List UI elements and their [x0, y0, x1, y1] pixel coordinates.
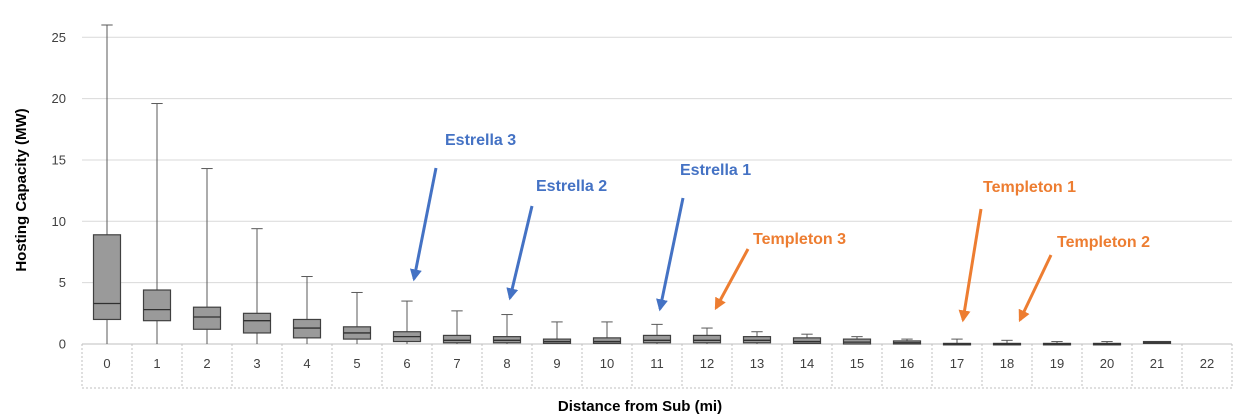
annotation-arrow — [506, 205, 534, 301]
y-tick-label: 0 — [59, 337, 66, 352]
annotation-label: Templeton 1 — [983, 179, 1076, 196]
annotation-estrella-2: Estrella 2 — [506, 178, 607, 301]
y-tick-label: 20 — [52, 91, 66, 106]
box-13 — [742, 331, 772, 344]
x-tick-label: 9 — [553, 356, 560, 371]
x-tick-label: 18 — [1000, 356, 1014, 371]
box-15 — [842, 336, 872, 345]
x-axis-categories: 0 1 2 3 4 5 6 7 8 9 10 11 12 13 14 15 16 17 18 19 20 21 22 — [81, 343, 1233, 389]
box-3 — [242, 228, 272, 344]
annotation-arrow — [714, 248, 750, 311]
box-11 — [642, 323, 672, 344]
x-tick-label: 1 — [153, 356, 160, 371]
x-tick-label: 8 — [503, 356, 510, 371]
annotation-label: Estrella 3 — [445, 132, 516, 149]
x-tick-label: 15 — [850, 356, 864, 371]
box-16 — [892, 338, 922, 345]
box-14 — [792, 333, 822, 344]
box-body — [692, 334, 722, 344]
box-7 — [442, 310, 472, 344]
x-tick-label: 14 — [800, 356, 814, 371]
box-21 — [1142, 340, 1172, 344]
box-body — [792, 337, 822, 344]
box-17 — [942, 338, 972, 346]
annotations: Estrella 3 Estrella 2 Estrella 1 Templeton … — [409, 132, 1150, 323]
x-tick-label: 2 — [203, 356, 210, 371]
y-tick-label: 5 — [59, 275, 66, 290]
box-body — [592, 337, 622, 344]
box-8 — [492, 314, 522, 344]
box-series — [92, 24, 1172, 346]
y-tick-label: 10 — [52, 214, 66, 229]
box-2 — [192, 168, 222, 344]
box-4 — [292, 276, 322, 344]
x-tick-label: 5 — [353, 356, 360, 371]
y-tick-label: 15 — [52, 152, 66, 167]
x-tick-label: 19 — [1050, 356, 1064, 371]
x-tick-label: 7 — [453, 356, 460, 371]
x-tick-label: 13 — [750, 356, 764, 371]
annotation-arrow — [1018, 254, 1053, 323]
x-tick-label: 20 — [1100, 356, 1114, 371]
annotation-estrella-3: Estrella 3 — [409, 132, 516, 282]
box-body — [442, 334, 472, 344]
annotation-templeton-2: Templeton 2 — [1018, 234, 1150, 323]
annotation-arrow — [409, 167, 438, 282]
x-tick-label: 3 — [253, 356, 260, 371]
annotation-label: Estrella 1 — [680, 162, 751, 179]
box-6 — [392, 300, 422, 344]
box-body — [92, 234, 122, 321]
annotation-arrow — [656, 197, 685, 312]
box-10 — [592, 321, 622, 344]
y-axis-ticks: 0 5 10 15 20 25 — [52, 30, 66, 352]
box-body — [642, 334, 672, 344]
x-tick-label: 0 — [103, 356, 110, 371]
annotation-arrow — [958, 208, 983, 323]
box-0 — [92, 24, 122, 344]
x-tick-label: 11 — [650, 356, 664, 371]
x-tick-label: 21 — [1150, 356, 1164, 371]
annotation-label: Templeton 2 — [1057, 234, 1150, 251]
box-5 — [342, 291, 372, 344]
x-tick-label: 6 — [403, 356, 410, 371]
x-axis-title: Distance from Sub (mi) — [558, 398, 722, 415]
box-body — [192, 306, 222, 330]
annotation-label: Estrella 2 — [536, 178, 607, 195]
x-tick-label: 22 — [1200, 356, 1214, 371]
x-tick-label: 12 — [700, 356, 714, 371]
x-tick-label: 4 — [303, 356, 310, 371]
annotation-label: Templeton 3 — [753, 231, 846, 248]
box-12 — [692, 327, 722, 344]
box-body — [242, 312, 272, 334]
y-tick-label: 25 — [52, 30, 66, 45]
x-tick-label: 16 — [900, 356, 914, 371]
x-tick-label: 17 — [950, 356, 964, 371]
box-1 — [142, 103, 172, 344]
box-18 — [992, 339, 1022, 346]
y-axis-title: Hosting Capacity (MW) — [13, 108, 30, 271]
annotation-templeton-1: Templeton 1 — [958, 179, 1076, 323]
box-19 — [1042, 341, 1072, 346]
x-tick-label: 10 — [600, 356, 614, 371]
annotation-templeton-3: Templeton 3 — [714, 231, 846, 311]
box-20 — [1092, 341, 1122, 346]
box-body — [142, 289, 172, 322]
annotation-estrella-1: Estrella 1 — [656, 162, 751, 312]
box-9 — [542, 321, 572, 344]
